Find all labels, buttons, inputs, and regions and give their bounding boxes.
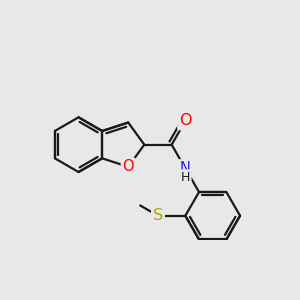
Text: O: O <box>179 113 192 128</box>
Text: O: O <box>122 159 134 174</box>
Text: N: N <box>180 161 191 176</box>
Text: H: H <box>181 171 190 184</box>
Text: S: S <box>153 208 163 223</box>
